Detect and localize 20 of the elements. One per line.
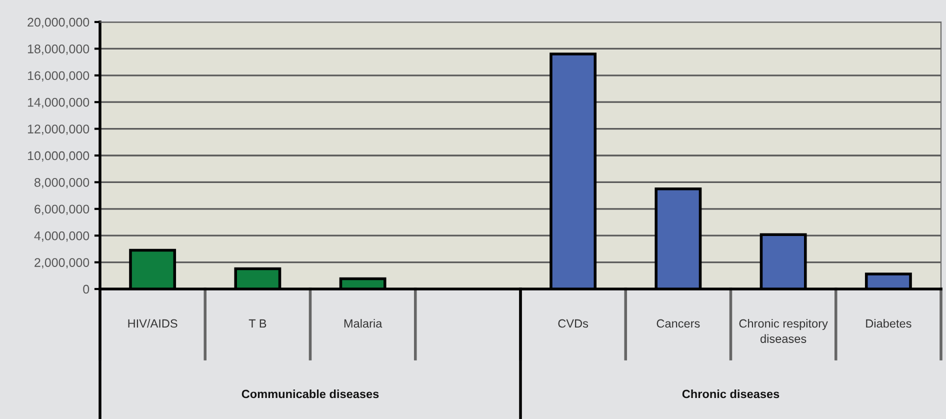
y-tick-label: 12,000,000: [28, 124, 90, 135]
text: Communicable diseases: [242, 389, 379, 398]
y-tick-label: 18,000,000: [28, 44, 90, 55]
y-tick-label: 6,000,000: [34, 204, 90, 216]
y-tick-label: 16,000,000: [28, 71, 90, 82]
y-tick-label: 14,000,000: [28, 98, 90, 108]
x-tick-label: T B: [248, 319, 266, 328]
y-tick-label: 8,000,000: [34, 178, 90, 188]
x-tick-label: CVDs: [558, 319, 588, 328]
x-tick-label: Malaria: [344, 319, 382, 328]
x-tick-label: Cancers: [656, 319, 700, 328]
y-tick-label: 0: [83, 284, 90, 294]
x-tick-label: Chronic respitory diseases: [739, 319, 828, 343]
x-tick-label: HIV/AIDS: [128, 319, 178, 328]
y-tick-label: 10,000,000: [28, 151, 90, 162]
text: Chronic diseases: [682, 389, 780, 398]
y-tick-label: 2,000,000: [34, 258, 90, 268]
x-tick-label: Diabetes: [866, 319, 912, 328]
y-tick-label: 4,000,000: [34, 231, 90, 242]
y-tick-label: 20,000,000: [28, 18, 90, 28]
